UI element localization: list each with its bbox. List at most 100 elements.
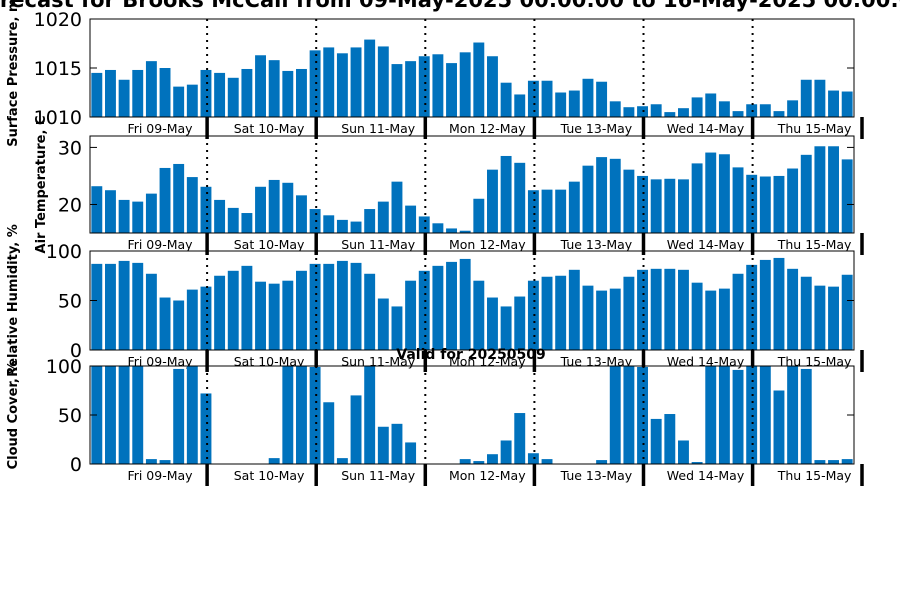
relative-humidity-bar bbox=[200, 286, 212, 350]
cloud-cover-bar bbox=[678, 440, 689, 464]
surface-pressure-bar bbox=[309, 50, 321, 117]
relative-humidity-bar bbox=[718, 288, 730, 350]
air-temperature-bar bbox=[555, 189, 567, 233]
surface-pressure-bar bbox=[159, 68, 171, 117]
x-tick-label: Sat 10-May bbox=[234, 354, 305, 369]
air-temperature-bar bbox=[664, 178, 676, 233]
relative-humidity-bar bbox=[255, 281, 266, 350]
relative-humidity-y-tick-label: 100 bbox=[46, 241, 82, 263]
cloud-cover-bar bbox=[364, 366, 376, 464]
surface-pressure-bar bbox=[691, 97, 703, 117]
relative-humidity-bar bbox=[227, 270, 239, 350]
surface-pressure-bar bbox=[487, 56, 498, 117]
air-temperature-y-axis-label: Air Temperature, C bbox=[34, 116, 49, 254]
surface-pressure-bar bbox=[377, 46, 389, 117]
relative-humidity-y-tick-label: 0 bbox=[70, 340, 82, 362]
surface-pressure-bar bbox=[296, 68, 307, 117]
x-tick-label: Thu 15-May bbox=[777, 121, 852, 136]
cloud-cover-bar bbox=[200, 393, 212, 464]
air-temperature-bar bbox=[732, 167, 744, 233]
relative-humidity-bar bbox=[678, 269, 689, 350]
cloud-cover-bar bbox=[309, 366, 321, 464]
cloud-cover-y-tick-label: 100 bbox=[46, 356, 82, 378]
relative-humidity-bar bbox=[91, 263, 103, 350]
air-temperature-bar bbox=[296, 195, 307, 233]
cloud-cover-bar bbox=[323, 402, 335, 464]
air-temperature-bar bbox=[568, 181, 580, 233]
surface-pressure-bar bbox=[418, 56, 430, 117]
surface-pressure-bar bbox=[841, 91, 853, 117]
relative-humidity-bar bbox=[527, 280, 539, 350]
air-temperature-bar bbox=[718, 154, 730, 233]
cloud-cover-bar bbox=[487, 454, 498, 464]
air-temperature-bar bbox=[500, 155, 512, 233]
surface-pressure-bar bbox=[268, 60, 280, 117]
x-tick-label: Wed 14-May bbox=[667, 354, 745, 369]
relative-humidity-bar bbox=[841, 274, 853, 350]
air-temperature-bar bbox=[282, 182, 294, 233]
figure-title: Forecast for Brooks McCall from 09-May-2… bbox=[0, 0, 900, 12]
relative-humidity-bar bbox=[268, 283, 280, 350]
air-temperature-bar bbox=[105, 190, 116, 233]
air-temperature-bar bbox=[514, 162, 526, 233]
relative-humidity-bar bbox=[568, 269, 580, 350]
air-temperature-bar bbox=[446, 228, 457, 233]
air-temperature-y-tick-label: 20 bbox=[58, 194, 82, 216]
cloud-cover-bar bbox=[500, 440, 512, 464]
relative-humidity-bar bbox=[118, 260, 130, 350]
surface-pressure-bar bbox=[609, 101, 621, 117]
x-tick-label: Sun 11-May bbox=[341, 468, 416, 483]
cloud-cover-bar bbox=[814, 460, 826, 464]
relative-humidity-bar bbox=[364, 273, 376, 350]
x-tick-label: Sun 11-May bbox=[341, 237, 416, 252]
surface-pressure-bar bbox=[541, 80, 553, 117]
surface-pressure-bar bbox=[773, 111, 785, 117]
relative-humidity-bar bbox=[391, 306, 403, 350]
x-tick-label: Thu 15-May bbox=[777, 237, 852, 252]
relative-humidity-bar bbox=[132, 262, 144, 350]
surface-pressure-y-tick-label: 1015 bbox=[34, 58, 82, 80]
cloud-cover-bar bbox=[596, 460, 608, 464]
cloud-cover-bar bbox=[145, 459, 157, 464]
surface-pressure-bar bbox=[678, 108, 689, 117]
relative-humidity-bar bbox=[555, 275, 567, 350]
air-temperature-bar bbox=[473, 198, 485, 233]
relative-humidity-bar bbox=[350, 262, 362, 350]
surface-pressure-bar bbox=[759, 104, 771, 117]
cloud-cover-bar bbox=[391, 423, 403, 464]
cloud-cover-bar bbox=[350, 395, 362, 464]
air-temperature-bar bbox=[255, 186, 266, 233]
x-tick-label: Mon 12-May bbox=[449, 121, 526, 136]
relative-humidity-bar bbox=[773, 257, 785, 350]
surface-pressure-bar bbox=[391, 64, 403, 117]
relative-humidity-bar bbox=[664, 268, 676, 350]
relative-humidity-bar bbox=[650, 268, 662, 350]
cloud-cover-bar bbox=[405, 442, 417, 464]
relative-humidity-bar bbox=[105, 263, 116, 350]
surface-pressure-bar bbox=[705, 93, 717, 117]
relative-humidity-bar bbox=[691, 282, 703, 350]
relative-humidity-bar bbox=[637, 269, 648, 350]
air-temperature-bar bbox=[746, 174, 758, 233]
x-tick-label: Sat 10-May bbox=[234, 121, 305, 136]
relative-humidity-y-axis-label: Relative Humidity, % bbox=[6, 224, 21, 377]
air-temperature-bar bbox=[841, 159, 853, 233]
relative-humidity-bar bbox=[623, 276, 635, 350]
valid-date-label: Valid for 20250509 bbox=[396, 347, 545, 363]
air-temperature-bar bbox=[132, 201, 144, 233]
cloud-cover-y-tick-label: 0 bbox=[70, 454, 82, 476]
relative-humidity-bar bbox=[214, 275, 226, 350]
x-tick-label: Sun 11-May bbox=[341, 121, 416, 136]
relative-humidity-bar bbox=[500, 306, 512, 350]
air-temperature-bar bbox=[459, 230, 471, 233]
surface-pressure-y-axis-label: Surface Pressure, mb bbox=[6, 0, 21, 147]
surface-pressure-bar bbox=[814, 79, 826, 117]
air-temperature-bar bbox=[405, 205, 417, 233]
relative-humidity-bar bbox=[282, 280, 294, 350]
surface-pressure-bar bbox=[446, 63, 457, 117]
relative-humidity-bar bbox=[609, 288, 621, 350]
relative-humidity-bar bbox=[173, 300, 185, 350]
x-tick-label: Tue 13-May bbox=[560, 468, 633, 483]
cloud-cover-bar bbox=[787, 366, 799, 464]
surface-pressure-bar bbox=[241, 68, 253, 117]
